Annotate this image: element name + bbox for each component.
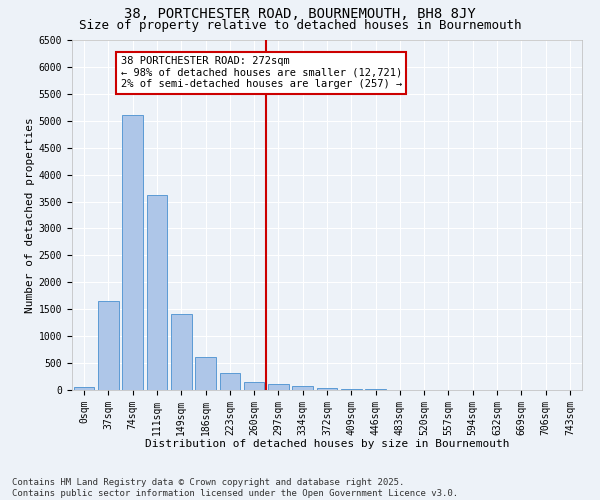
Text: 38 PORTCHESTER ROAD: 272sqm
← 98% of detached houses are smaller (12,721)
2% of : 38 PORTCHESTER ROAD: 272sqm ← 98% of det… [121, 56, 402, 90]
Bar [195, 357, 216, 390]
Bar [98, 301, 119, 390]
X-axis label: Distribution of detached houses by size in Bournemouth: Distribution of detached houses by size … [145, 439, 509, 449]
Bar [74, 388, 94, 390]
Y-axis label: Number of detached properties: Number of detached properties [25, 117, 35, 313]
Bar [122, 116, 143, 390]
Text: Size of property relative to detached houses in Bournemouth: Size of property relative to detached ho… [79, 18, 521, 32]
Bar [171, 314, 191, 390]
Bar [268, 384, 289, 390]
Bar [292, 386, 313, 390]
Text: 38, PORTCHESTER ROAD, BOURNEMOUTH, BH8 8JY: 38, PORTCHESTER ROAD, BOURNEMOUTH, BH8 8… [124, 8, 476, 22]
Bar [244, 382, 265, 390]
Bar [220, 374, 240, 390]
Text: Contains HM Land Registry data © Crown copyright and database right 2025.
Contai: Contains HM Land Registry data © Crown c… [12, 478, 458, 498]
Bar [146, 195, 167, 390]
Bar [317, 388, 337, 390]
